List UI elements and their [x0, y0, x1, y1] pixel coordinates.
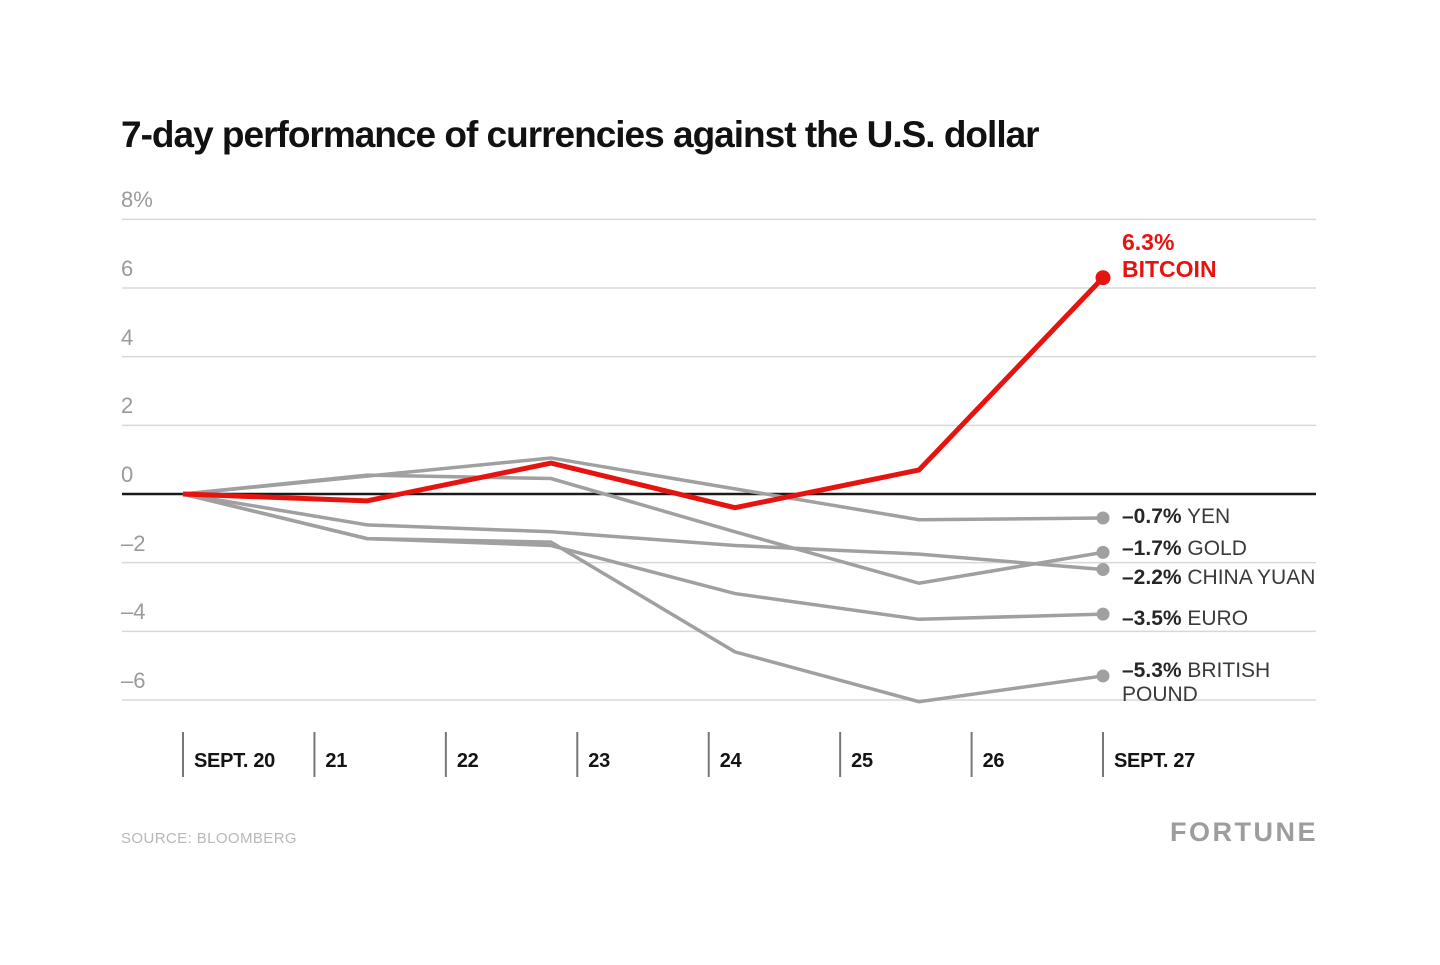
x-axis-label-0: SEPT. 20: [194, 750, 275, 772]
series-label-value-china-yuan: –2.2%: [1122, 565, 1182, 589]
fortune-logo: FORTUNE: [1170, 817, 1318, 847]
x-axis-label-2: 22: [456, 750, 479, 772]
series-label-name-gold: GOLD: [1181, 537, 1247, 561]
series-label-bitcoin: 6.3% BITCOIN: [1122, 229, 1342, 283]
series-label-value-british-pound: –5.3%: [1122, 658, 1182, 682]
y-axis-label-6: 6: [121, 256, 134, 282]
series-label-value-yen: –0.7%: [1122, 505, 1182, 529]
x-axis-label-3: 23: [588, 750, 610, 772]
series-label-british-pound: –5.3% BRITISH POUND: [1122, 659, 1300, 707]
series-line-bitcoin: [182, 275, 1105, 511]
x-axis-label-6: 26: [982, 750, 1005, 772]
series-line-gold: [182, 473, 1104, 586]
series-label-value-bitcoin: 6.3%: [1122, 228, 1175, 255]
x-axis-label-4: 24: [719, 750, 742, 772]
series-label-name-china-yuan: CHINA YUAN: [1181, 565, 1316, 589]
page-title: 7-day performance of currencies against …: [121, 114, 1040, 155]
series-end-dot-euro: [1096, 607, 1110, 621]
series-end-dot-yen: [1096, 511, 1110, 525]
series-line-china-yuan: [182, 492, 1104, 572]
series-label-gold: –1.7% GOLD: [1122, 537, 1382, 561]
y-axis-label-0: 0: [121, 462, 134, 487]
y-axis-label-2: 2: [121, 393, 134, 419]
series-label-value-gold: –1.7%: [1122, 537, 1182, 561]
series-label-name-yen: YEN: [1181, 505, 1231, 529]
series-label-china-yuan: –2.2% CHINA YUAN: [1122, 566, 1412, 590]
y-axis-label--6: –6: [121, 667, 146, 693]
y-axis-label-8: 8%: [121, 187, 153, 213]
series-line-yen: [182, 456, 1104, 522]
series-label-name-bitcoin: BITCOIN: [1122, 255, 1217, 282]
y-axis-label--2: –2: [121, 530, 146, 556]
series-label-yen: –0.7% YEN: [1122, 505, 1382, 529]
series-label-euro: –3.5% EURO: [1122, 607, 1382, 631]
series-line-british-pound: [182, 492, 1104, 704]
y-axis-label-4: 4: [121, 324, 134, 350]
series-label-name-euro: EURO: [1181, 607, 1249, 631]
y-axis-label--4: –4: [121, 599, 146, 625]
x-axis-label-1: 21: [325, 750, 348, 772]
source-credit: SOURCE: BLOOMBERG: [121, 830, 297, 847]
series-label-name-british-pound: BRITISH POUND: [1122, 658, 1271, 706]
series-end-dot-bitcoin: [1095, 270, 1111, 286]
series-end-dot-china-yuan: [1096, 563, 1110, 577]
x-axis-label-7: SEPT. 27: [1114, 750, 1195, 772]
series-label-value-euro: –3.5%: [1122, 607, 1182, 631]
x-axis-label-5: 25: [851, 750, 873, 772]
series-end-dot-british-pound: [1096, 669, 1110, 683]
series-end-dot-gold: [1096, 545, 1110, 559]
